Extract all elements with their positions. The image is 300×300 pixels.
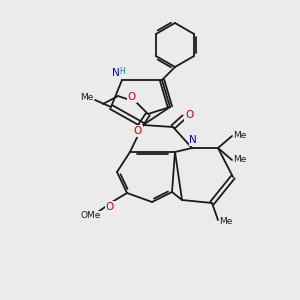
Text: OMe: OMe — [81, 212, 101, 220]
Text: Me: Me — [233, 131, 247, 140]
Text: Me: Me — [80, 92, 94, 101]
Text: Me: Me — [233, 155, 247, 164]
Text: Me: Me — [219, 218, 233, 226]
Text: O: O — [185, 110, 193, 120]
Text: N: N — [189, 135, 197, 145]
Text: O: O — [128, 92, 136, 102]
Text: O: O — [106, 202, 114, 212]
Text: O: O — [134, 126, 142, 136]
Text: N: N — [112, 68, 120, 78]
Text: H: H — [119, 67, 125, 76]
